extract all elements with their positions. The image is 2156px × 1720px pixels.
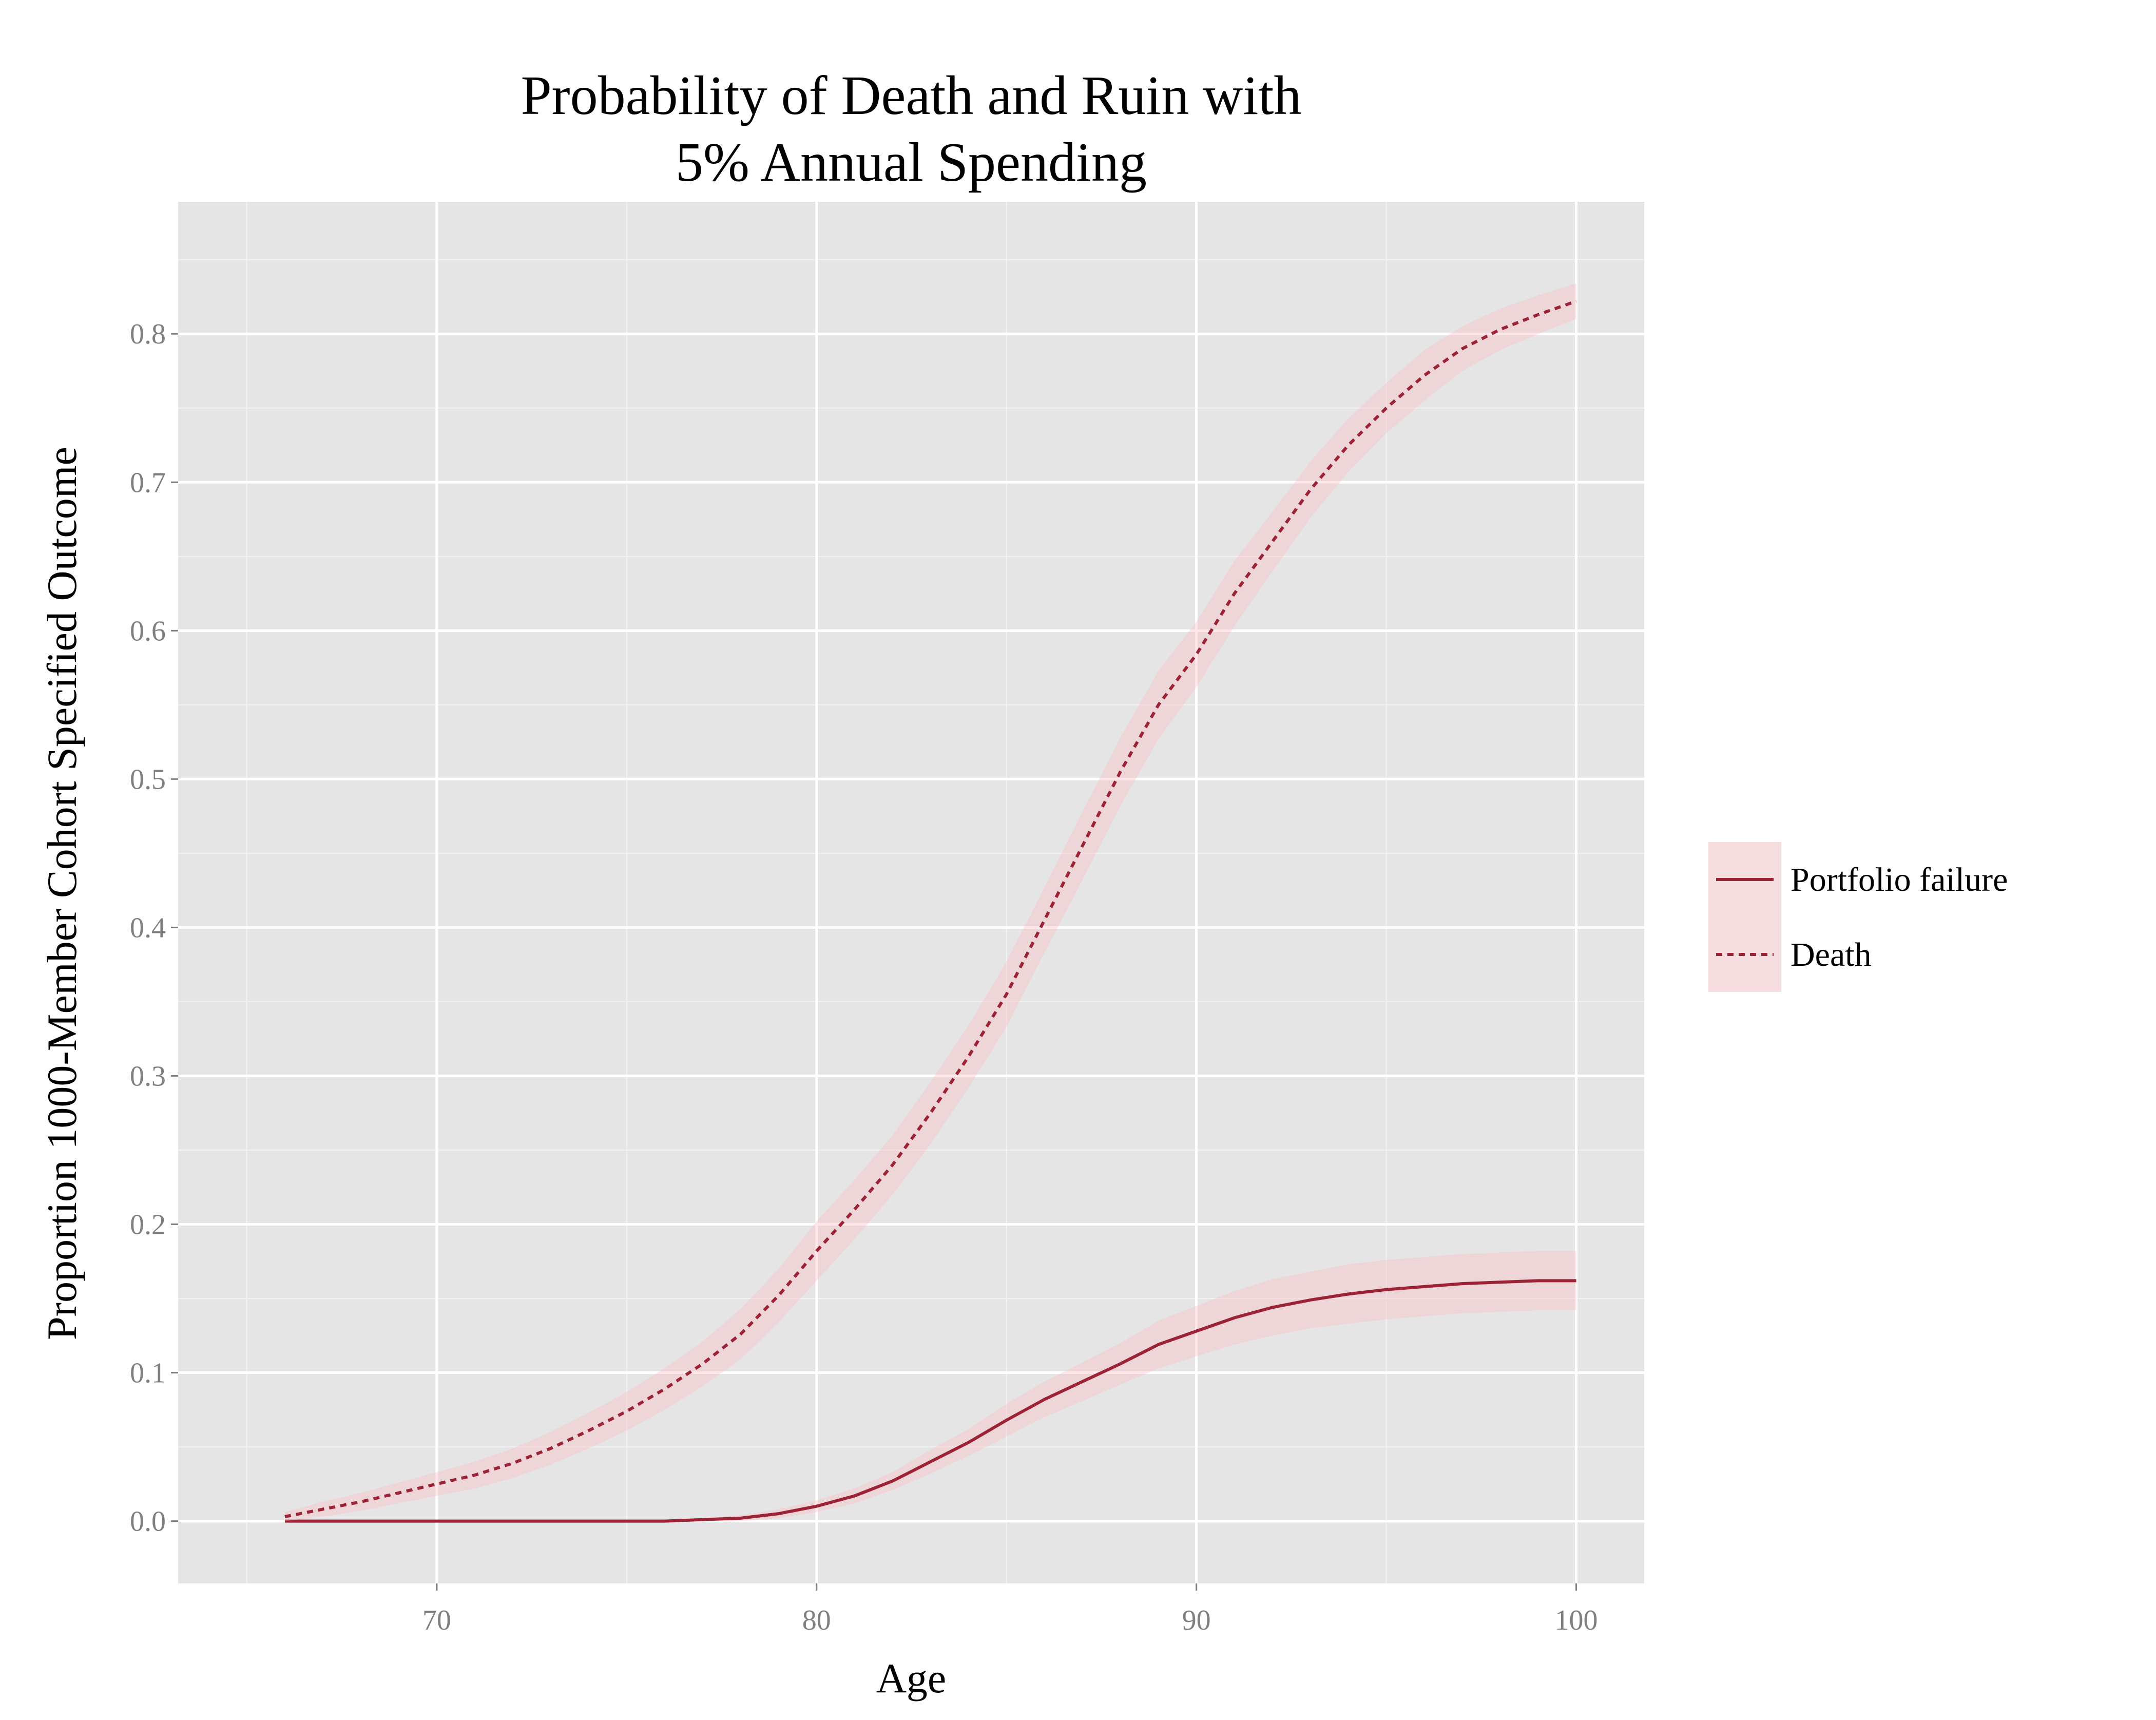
y-tick-label: 0.8 [130,318,166,350]
legend-label: Death [1791,936,1872,973]
series-line [284,299,1577,1518]
y-tick-label: 0.0 [130,1506,166,1538]
y-tick-label: 0.3 [130,1060,166,1092]
y-axis-title: Proportion 1000-Member Cohort Specified … [38,447,85,1340]
x-tick-label: 80 [802,1604,831,1636]
legend-label: Portfolio failure [1791,861,2008,899]
y-tick-label: 0.6 [130,615,166,647]
x-tick-label: 90 [1182,1604,1211,1636]
y-tick-label: 0.5 [130,763,166,795]
x-tick-label: 70 [422,1604,451,1636]
series-line [284,1279,1576,1523]
x-tick-label: 100 [1555,1604,1598,1636]
y-tick-label: 0.2 [130,1209,166,1241]
chart-title: 5% Annual Spending [676,132,1147,193]
chart-title: Probability of Death and Ruin with [521,65,1302,126]
plot-background [178,202,1644,1583]
y-tick-label: 0.4 [130,912,166,944]
x-axis-title: Age [876,1655,947,1702]
y-tick-label: 0.7 [130,467,166,499]
confidence-ribbon [284,1251,1576,1521]
confidence-ribbon [284,283,1576,1521]
y-tick-label: 0.1 [130,1358,166,1389]
